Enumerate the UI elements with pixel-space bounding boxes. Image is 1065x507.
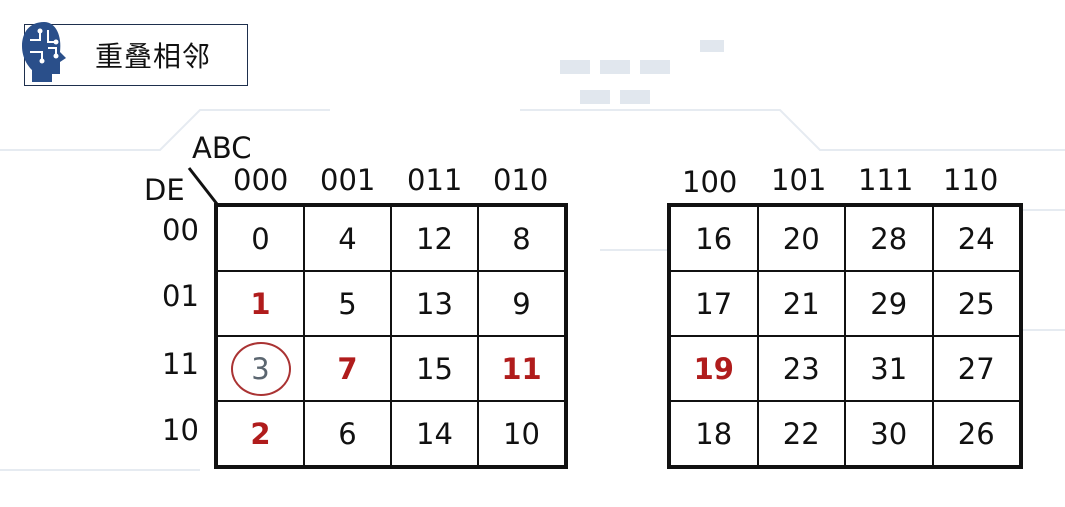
kmap-cell: 20 (757, 206, 845, 271)
kmap-cell-highlighted: 7 (304, 336, 391, 401)
kmap-cell: 23 (757, 336, 845, 401)
kmap-cell: 31 (845, 336, 933, 401)
kmap-cell: 30 (845, 401, 933, 466)
kmap-cell: 28 (845, 206, 933, 271)
kmap-cell-highlighted: 2 (217, 401, 304, 466)
col-label-110: 110 (943, 163, 999, 197)
col-label-000: 000 (233, 163, 289, 197)
row-label-01: 01 (162, 279, 199, 313)
kmap-cell: 14 (391, 401, 478, 466)
col-label-010: 010 (493, 163, 549, 197)
row-label-10: 10 (162, 413, 199, 447)
karnaugh-map-right: 16 20 28 24 17 21 29 25 19 23 31 27 18 2… (667, 203, 1023, 469)
row-label-00: 00 (162, 213, 199, 247)
kmap-cell: 8 (478, 206, 565, 271)
kmap-cell: 13 (391, 271, 478, 336)
kmap-cell: 0 (217, 206, 304, 271)
corner-diagonal-line (187, 167, 219, 205)
kmap-cell-highlighted: 11 (478, 336, 565, 401)
col-label-111: 111 (858, 163, 914, 197)
kmap-cell: 9 (478, 271, 565, 336)
circuit-brain-icon (22, 22, 66, 82)
row-label-11: 11 (162, 347, 199, 381)
kmap-cell: 12 (391, 206, 478, 271)
kmap-cell-highlighted: 19 (670, 336, 758, 401)
page-title: 重叠相邻 (95, 40, 212, 73)
col-variables-label: ABC (192, 131, 252, 165)
kmap-cell: 17 (670, 271, 758, 336)
kmap-cell: 16 (670, 206, 758, 271)
kmap-cell: 15 (391, 336, 478, 401)
karnaugh-map-left: 0 4 12 8 1 5 13 9 3 7 15 11 2 6 14 10 (214, 203, 568, 469)
kmap-cell: 4 (304, 206, 391, 271)
row-variables-label: DE (144, 173, 185, 207)
kmap-cell: 22 (757, 401, 845, 466)
kmap-cell: 5 (304, 271, 391, 336)
kmap-cell: 6 (304, 401, 391, 466)
kmap-cell: 24 (932, 206, 1020, 271)
kmap-cell: 10 (478, 401, 565, 466)
kmap-cell-circled: 3 (217, 336, 304, 401)
kmap-cell-highlighted: 1 (217, 271, 304, 336)
kmap-cell: 26 (932, 401, 1020, 466)
kmap-cell: 29 (845, 271, 933, 336)
col-label-011: 011 (407, 163, 463, 197)
col-label-001: 001 (320, 163, 376, 197)
kmap-cell: 25 (932, 271, 1020, 336)
kmap-cell: 18 (670, 401, 758, 466)
kmap-cell: 21 (757, 271, 845, 336)
circled-value: 3 (230, 341, 291, 396)
col-label-100: 100 (682, 165, 738, 199)
col-label-101: 101 (771, 163, 827, 197)
kmap-cell: 27 (932, 336, 1020, 401)
